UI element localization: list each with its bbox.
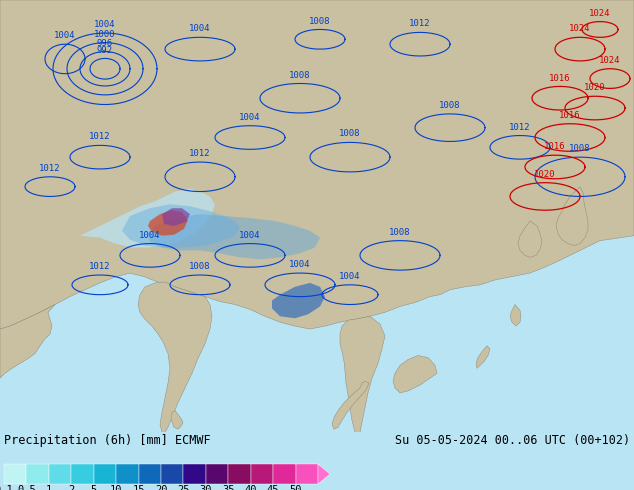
Text: 1012: 1012 <box>509 122 531 132</box>
Polygon shape <box>393 356 437 393</box>
Polygon shape <box>332 381 369 429</box>
Text: 1008: 1008 <box>389 228 411 237</box>
Text: 1000: 1000 <box>94 30 116 39</box>
Text: 25: 25 <box>177 485 190 490</box>
Text: 0.1: 0.1 <box>0 485 13 490</box>
Text: 20: 20 <box>155 485 167 490</box>
Polygon shape <box>510 304 521 326</box>
Bar <box>273 464 295 484</box>
Text: 1012: 1012 <box>190 149 210 158</box>
Bar <box>71 464 94 484</box>
Text: 1008: 1008 <box>569 144 591 153</box>
Polygon shape <box>148 214 320 259</box>
Polygon shape <box>476 346 490 368</box>
Polygon shape <box>340 316 385 432</box>
Polygon shape <box>122 204 240 247</box>
Text: 45: 45 <box>267 485 280 490</box>
Bar <box>295 464 318 484</box>
Text: 1020: 1020 <box>534 170 556 179</box>
Text: 50: 50 <box>289 485 302 490</box>
Bar <box>250 464 273 484</box>
Text: 1004: 1004 <box>239 113 261 122</box>
Text: Su 05-05-2024 00..06 UTC (00+102): Su 05-05-2024 00..06 UTC (00+102) <box>395 434 630 447</box>
Polygon shape <box>162 208 190 226</box>
Polygon shape <box>318 464 330 484</box>
Polygon shape <box>148 210 188 236</box>
Text: 15: 15 <box>133 485 145 490</box>
Text: 1008: 1008 <box>190 262 210 271</box>
Text: 1024: 1024 <box>569 24 591 33</box>
Text: 1008: 1008 <box>289 71 311 79</box>
Text: 1: 1 <box>46 485 52 490</box>
Bar <box>206 464 228 484</box>
Bar <box>161 464 183 484</box>
Text: 30: 30 <box>200 485 212 490</box>
Bar <box>228 464 250 484</box>
Text: 1024: 1024 <box>599 56 621 65</box>
Text: 996: 996 <box>97 39 113 48</box>
Text: 1012: 1012 <box>89 132 111 142</box>
Text: 1004: 1004 <box>289 260 311 269</box>
Text: 1012: 1012 <box>39 164 61 173</box>
Text: 1004: 1004 <box>139 231 161 240</box>
Bar <box>139 464 161 484</box>
Text: 1008: 1008 <box>309 17 331 25</box>
Text: 10: 10 <box>110 485 122 490</box>
Polygon shape <box>556 187 588 245</box>
Polygon shape <box>138 282 212 432</box>
Bar <box>183 464 206 484</box>
Text: Precipitation (6h) [mm] ECMWF: Precipitation (6h) [mm] ECMWF <box>4 434 210 447</box>
Text: 35: 35 <box>222 485 235 490</box>
Text: 1004: 1004 <box>94 20 116 29</box>
Bar <box>116 464 139 484</box>
Text: 0.5: 0.5 <box>17 485 36 490</box>
Text: 2: 2 <box>68 485 74 490</box>
Text: 1004: 1004 <box>190 24 210 33</box>
Text: 1004: 1004 <box>55 31 75 40</box>
Text: 1016: 1016 <box>544 142 566 151</box>
Text: 1004: 1004 <box>239 231 261 240</box>
Text: 992: 992 <box>97 46 113 54</box>
Text: 1012: 1012 <box>410 20 430 28</box>
Text: 1012: 1012 <box>89 262 111 271</box>
Text: 1024: 1024 <box>589 9 611 18</box>
Polygon shape <box>80 189 215 247</box>
Bar <box>49 464 71 484</box>
Text: 1004: 1004 <box>339 272 361 281</box>
Polygon shape <box>518 221 542 257</box>
Bar <box>27 464 49 484</box>
Polygon shape <box>171 411 183 429</box>
Bar <box>4 464 27 484</box>
Polygon shape <box>0 304 55 378</box>
Bar <box>94 464 116 484</box>
Text: 1008: 1008 <box>339 129 361 139</box>
Text: 1016: 1016 <box>549 74 571 82</box>
Text: 1008: 1008 <box>439 101 461 110</box>
Polygon shape <box>272 283 325 318</box>
Polygon shape <box>0 0 634 329</box>
Text: 1016: 1016 <box>559 111 581 120</box>
Text: 1020: 1020 <box>585 83 605 92</box>
Text: 5: 5 <box>91 485 97 490</box>
Text: 40: 40 <box>245 485 257 490</box>
